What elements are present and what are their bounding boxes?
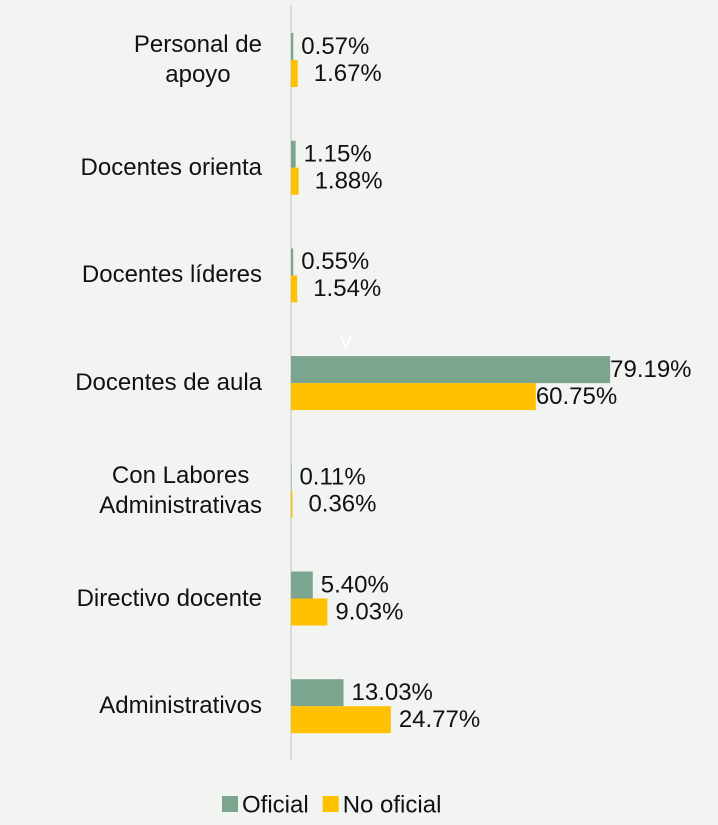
category-label: Docentes de aula [0, 368, 262, 398]
value-label: 79.19% [610, 356, 691, 383]
bar [291, 33, 294, 60]
category-text: Docentes orienta [80, 153, 262, 181]
bar [291, 60, 298, 87]
value-label: 9.03% [335, 598, 403, 625]
legend-swatch [222, 796, 238, 812]
category-label: Administrativos [0, 691, 262, 721]
bar [291, 490, 293, 518]
value-label: 13.03% [352, 679, 433, 706]
category-text: Administrativos [99, 692, 262, 720]
legend-swatch [322, 796, 339, 812]
category-text: Directivo docente [76, 584, 262, 612]
category-label: Personal de apoyo [0, 30, 262, 90]
category-text: Docentes líderes [81, 261, 262, 289]
bar [291, 248, 294, 276]
bar [291, 598, 328, 626]
legend-label: No oficial [343, 791, 442, 818]
category-label: Con Labores Administrativas [0, 461, 262, 521]
bar [291, 167, 299, 195]
value-label: 1.67% [314, 60, 382, 87]
category-label: Docentes líderes [0, 260, 262, 290]
value-label: 24.77% [399, 706, 480, 733]
category-label: Directivo docente [0, 584, 262, 614]
bar [291, 679, 344, 707]
category-label: Docentes orienta [0, 153, 262, 183]
value-label: 1.88% [315, 168, 383, 195]
legend-label: Oficial [242, 791, 309, 818]
bar [291, 706, 391, 734]
bar [291, 356, 611, 384]
category-text: Personal de apoyo [133, 31, 262, 88]
value-label: 1.54% [313, 275, 381, 302]
bar [291, 571, 313, 599]
value-label: 0.36% [308, 491, 376, 518]
value-label: 0.57% [301, 33, 369, 60]
category-text: Con Labores Administrativas [99, 461, 262, 519]
bar [291, 140, 296, 168]
value-label: 0.55% [301, 248, 369, 275]
annotation: v [340, 327, 352, 354]
value-label: 5.40% [321, 571, 389, 598]
category-text: Docentes de aula [75, 369, 262, 397]
bar [291, 275, 298, 303]
value-label: 1.15% [304, 141, 372, 168]
bar [291, 383, 536, 411]
value-label: 60.75% [536, 383, 617, 410]
value-label: 0.11% [299, 464, 365, 491]
